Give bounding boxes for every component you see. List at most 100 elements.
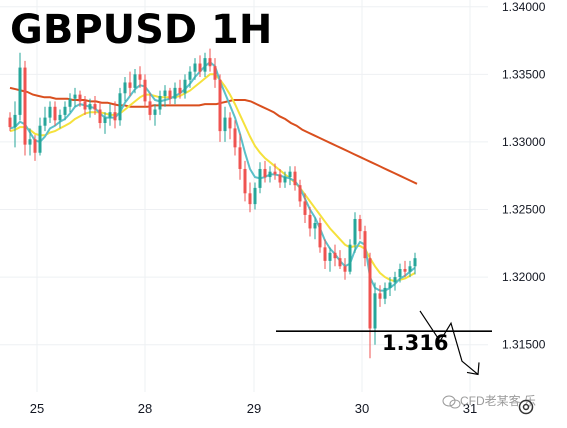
candle [278,168,282,188]
candle [333,244,337,267]
candle-body [133,74,137,88]
candle-body [98,109,102,124]
candle [248,182,252,213]
candle-body [198,63,202,72]
candle-body [183,79,187,94]
ma-fast-line [9,60,416,292]
candle-body [358,218,362,232]
candle-body [413,258,417,267]
candle [123,77,127,102]
candle-body [28,139,32,145]
candle [98,101,102,129]
candle [318,217,322,253]
candle [298,179,302,207]
candle-body [398,268,402,278]
candle-body [318,223,322,248]
candle-body [33,139,37,153]
candle [268,166,272,183]
candle-body [193,63,197,72]
candle [323,239,327,269]
candle-body [273,171,277,175]
candle-body [23,67,27,145]
gear-icon[interactable] [518,399,534,415]
projection-arrow-head [466,362,480,376]
candle [68,93,72,113]
candle [368,252,372,359]
candle [238,133,242,180]
candle [183,74,187,99]
candles [8,48,417,359]
candle-body [148,101,152,115]
candle [288,166,292,186]
candle [38,117,42,156]
candle-body [298,185,302,202]
candle [283,171,287,188]
candle [103,112,107,134]
candle [88,98,92,118]
candle [43,106,47,132]
candle [148,93,152,121]
candle [273,163,277,180]
candle [63,101,67,121]
candle [163,85,167,107]
candle-body [173,87,177,99]
chart-title: GBPUSD 1H [10,7,272,53]
candle-body [243,168,247,194]
x-tick-label: 28 [138,401,152,416]
candle [328,247,332,272]
candle [388,277,392,297]
candle-body [258,168,262,188]
candle-body [73,94,77,99]
candle [178,79,182,99]
candle-body [338,258,342,267]
candle-body [223,117,227,132]
candle-body [293,171,297,186]
candle-body [13,114,17,128]
candle [258,162,262,194]
candle [173,82,177,105]
candle [108,104,112,126]
candle-body [278,174,282,183]
candle [198,55,202,78]
y-tick-label: 1.34000 [502,0,546,14]
candle-body [323,247,327,261]
candle [158,90,162,115]
candle-body [263,168,267,178]
wechat-icon [442,395,461,409]
candle-body [378,293,382,299]
candle [208,48,212,72]
candle-body [43,117,47,126]
candle-body [203,58,207,72]
candle [133,68,137,94]
candle-body [53,106,57,121]
candle-body [308,214,312,229]
candle-body [333,252,337,259]
x-axis: 25 28 29 30 31 [30,401,477,416]
candle [348,239,352,275]
candle [83,95,87,115]
candle-body [268,171,272,178]
ma-mid-line [9,73,416,283]
candle-body [48,106,52,118]
candle-body [8,117,12,128]
candle [233,120,237,156]
candle-body [348,244,352,272]
candle [383,282,387,305]
y-tick-label: 1.31500 [502,338,546,352]
candle-body [88,104,92,110]
candle-body [178,87,182,94]
candle-body [218,79,222,132]
candle-body [208,58,212,67]
watermark: CFD老某客 乐 [442,393,536,409]
candle [48,101,52,124]
candle [113,101,117,129]
x-tick-label: 25 [30,401,44,416]
candle [153,104,157,126]
candle [58,109,62,129]
candle-body [373,293,377,329]
ma-slow-line [9,86,418,185]
candle-body [368,258,372,329]
y-axis: 1.34000 1.33500 1.33000 1.32500 1.32000 1.315… [502,0,546,352]
candle [313,217,317,240]
candle [338,250,342,269]
